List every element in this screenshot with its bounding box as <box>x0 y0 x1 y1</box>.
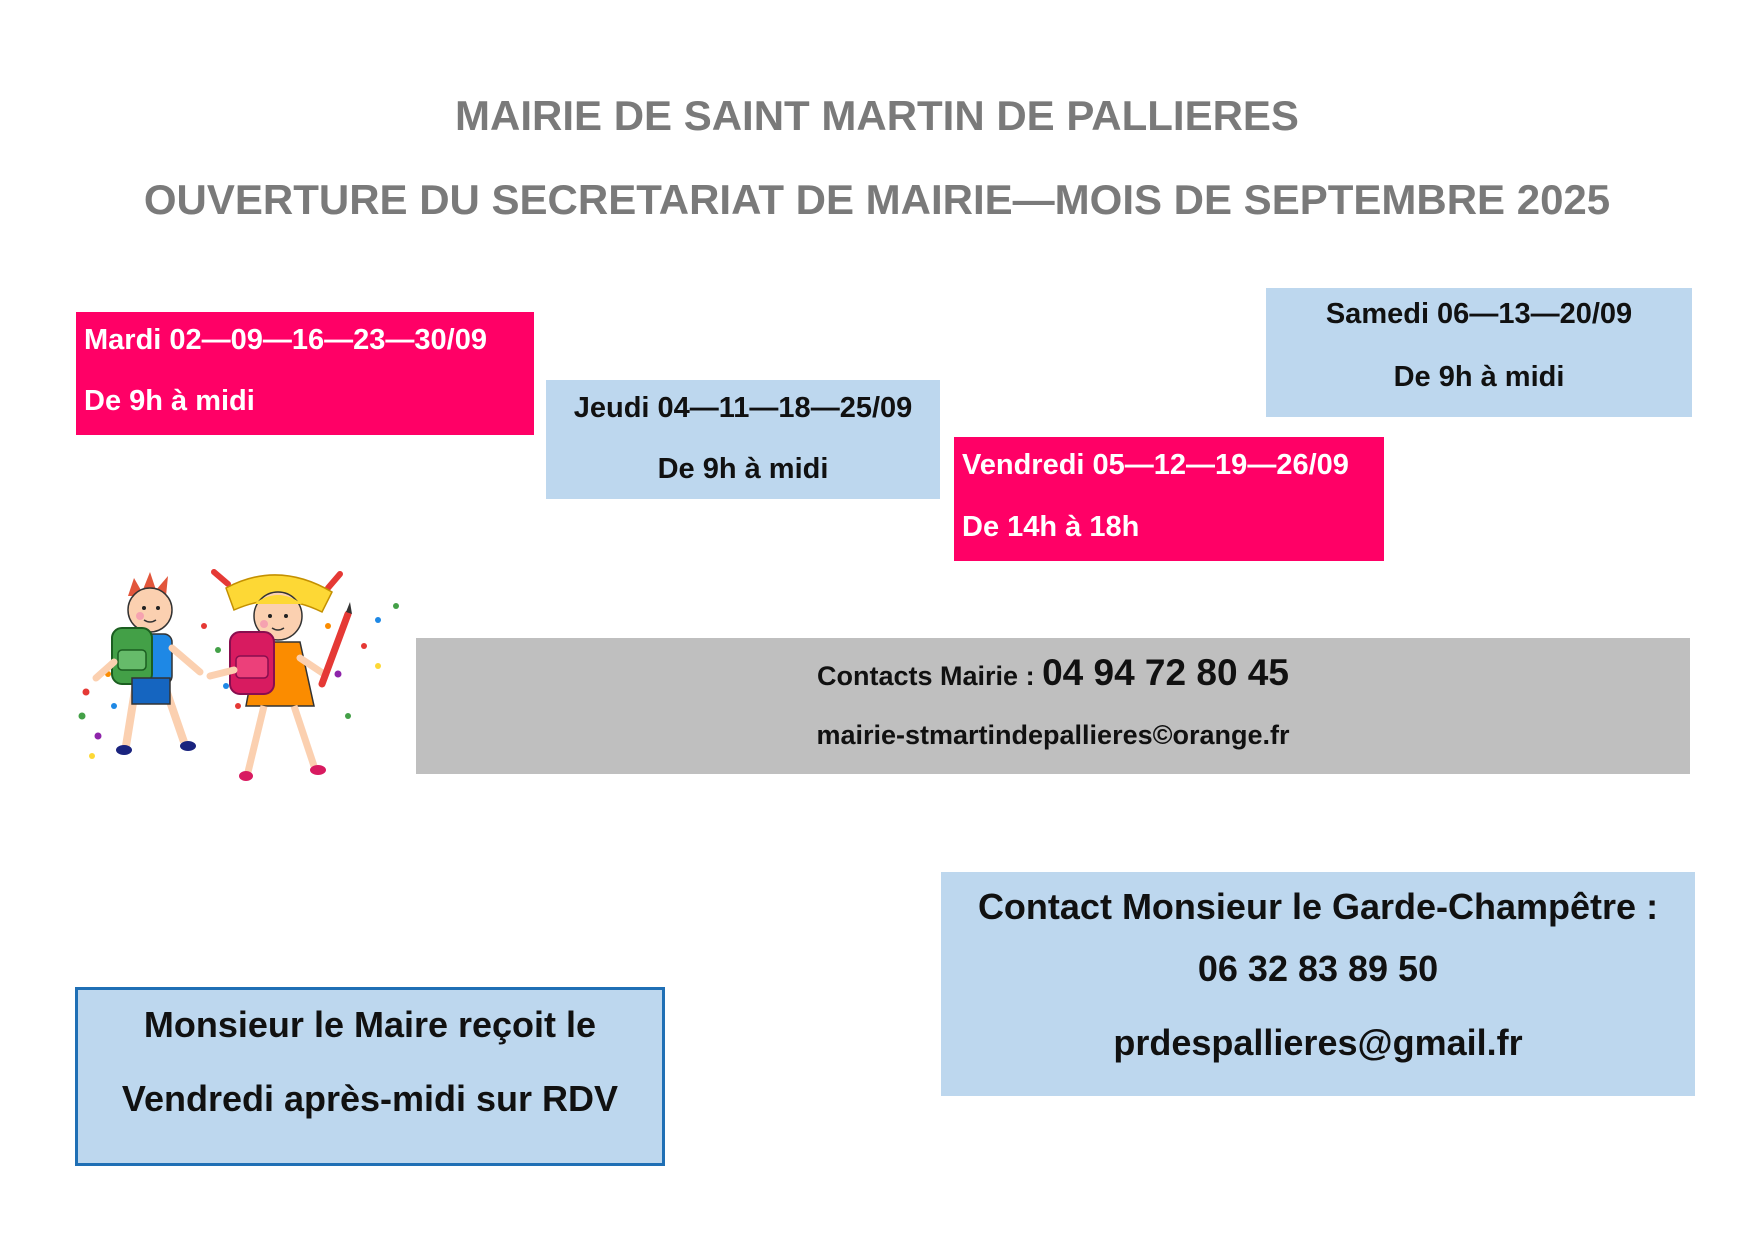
schedule-day: Jeudi 04—11—18—25/09 <box>573 392 913 424</box>
page-title: MAIRIE DE SAINT MARTIN DE PALLIERES <box>455 92 1299 139</box>
schedule-vendredi: Vendredi 05—12—19—26/09 De 14h à 18h <box>954 437 1384 561</box>
garde-champetre-email: prdespallieres@gmail.fr <box>1113 1022 1523 1063</box>
schedule-day: Vendredi 05—12—19—26/09 <box>962 449 1349 481</box>
page-subtitle: OUVERTURE DU SECRETARIAT DE MAIRIE—MOIS … <box>143 176 1611 223</box>
maire-line-1: Monsieur le Maire reçoit le <box>143 1004 597 1045</box>
schedule-day: Mardi 02—09—16—23—30/09 <box>84 324 487 356</box>
maire-line-2: Vendredi après-midi sur RDV <box>121 1078 619 1119</box>
contacts-mairie-email: mairie-stmartindepallieres©orange.fr <box>816 720 1290 750</box>
garde-champetre-contact: Contact Monsieur le Garde-Champêtre : 06… <box>941 872 1695 1096</box>
schedule-hours: De 9h à midi <box>1393 361 1565 393</box>
contacts-mairie: Contacts Mairie : 04 94 72 80 45 mairie-… <box>416 638 1690 774</box>
schedule-samedi: Samedi 06—13—20/09 De 9h à midi <box>1266 288 1692 417</box>
schedule-day: Samedi 06—13—20/09 <box>1325 298 1633 330</box>
schedule-mardi: Mardi 02—09—16—23—30/09 De 9h à midi <box>76 312 534 435</box>
contacts-mairie-phone: 04 94 72 80 45 <box>1042 652 1289 693</box>
garde-champetre-phone: 06 32 83 89 50 <box>1197 948 1439 989</box>
schedule-hours: De 14h à 18h <box>962 511 1140 543</box>
schedule-hours: De 9h à midi <box>84 385 255 417</box>
contacts-mairie-phone-line: Contacts Mairie : 04 94 72 80 45 <box>416 652 1690 694</box>
maire-reception-box: Monsieur le Maire reçoit le Vendredi apr… <box>75 987 665 1166</box>
contacts-mairie-label: Contacts Mairie : <box>817 661 1043 691</box>
schedule-hours: De 9h à midi <box>657 453 829 485</box>
schedule-jeudi: Jeudi 04—11—18—25/09 De 9h à midi <box>546 380 940 499</box>
garde-champetre-label: Contact Monsieur le Garde-Champêtre : <box>977 886 1659 927</box>
children-with-backpacks-icon <box>78 569 399 781</box>
